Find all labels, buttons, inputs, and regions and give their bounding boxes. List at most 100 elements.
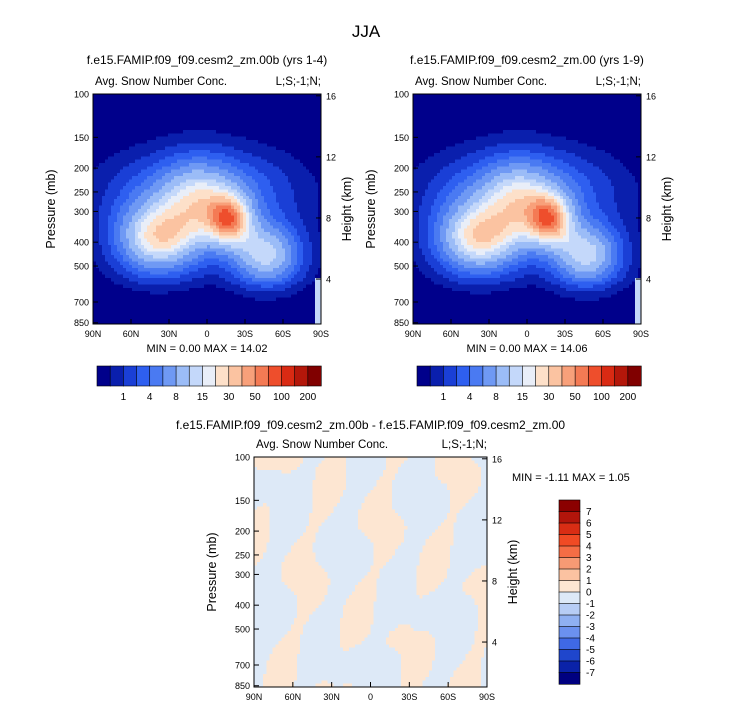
heatmap-cell [312, 202, 316, 207]
heatmap-cell [93, 268, 97, 272]
heatmap-cell [114, 202, 118, 207]
heatmap-cell [198, 287, 202, 292]
heatmap-cell [237, 291, 241, 295]
heatmap-cell [237, 159, 241, 164]
heatmap-cell [126, 202, 130, 207]
heatmap-cell [129, 281, 133, 285]
heatmap-cell [129, 294, 133, 299]
heatmap-cell [273, 159, 277, 164]
heatmap-cell [135, 258, 139, 262]
heatmap-cell [297, 133, 301, 138]
heatmap-cell [234, 274, 238, 279]
heatmap-cell [207, 251, 211, 256]
heatmap-cell [210, 163, 214, 167]
heatmap-cell [105, 202, 109, 207]
heatmap-cell [165, 169, 169, 174]
heatmap-cell [261, 228, 265, 233]
heatmap-cell [258, 120, 262, 124]
heatmap-cell [258, 186, 262, 190]
heatmap-cell [216, 281, 220, 285]
heatmap-cell [228, 130, 232, 134]
heatmap-cell [318, 163, 322, 167]
heatmap-cell [138, 94, 142, 98]
heatmap-cell [168, 130, 172, 134]
heatmap-cell [234, 117, 238, 121]
heatmap-cell [165, 271, 169, 276]
heatmap-cell [279, 232, 283, 236]
heatmap-cell [258, 100, 262, 105]
heatmap-cell [144, 189, 148, 193]
heatmap-cell [294, 169, 298, 174]
heatmap-cell [126, 146, 130, 151]
heatmap-cell [183, 261, 187, 266]
heatmap-cell [192, 238, 196, 243]
heatmap-cell [252, 225, 256, 230]
heatmap-cell [258, 281, 262, 285]
heatmap-cell [258, 209, 262, 213]
heatmap-cell [276, 189, 280, 193]
heatmap-cell [225, 205, 229, 210]
heatmap-cell [129, 238, 133, 243]
heatmap-cell [252, 117, 256, 121]
heatmap-cell [144, 218, 148, 223]
heatmap-cell [300, 94, 304, 98]
heatmap-cell [123, 202, 127, 207]
heatmap-cell [105, 179, 109, 184]
heatmap-cell [162, 241, 166, 246]
heatmap-cell [294, 156, 298, 161]
heatmap-cell [282, 284, 286, 289]
heatmap-cell [303, 232, 307, 236]
heatmap-cell [261, 136, 265, 141]
heatmap-cell [270, 107, 274, 111]
heatmap-cell [138, 159, 142, 164]
heatmap-cell [123, 251, 127, 256]
heatmap-cell [270, 205, 274, 210]
heatmap-cell [222, 268, 226, 272]
heatmap-cell [117, 169, 121, 174]
heatmap-cell [159, 287, 163, 292]
heatmap-cell [195, 110, 199, 115]
heatmap-cell [96, 153, 100, 157]
heatmap-cell [279, 195, 283, 200]
heatmap-cell [228, 225, 232, 230]
heatmap-cell [285, 205, 289, 210]
heatmap-cell [213, 130, 217, 134]
heatmap-cell [132, 140, 136, 144]
heatmap-cell [276, 140, 280, 144]
heatmap-cell [240, 110, 244, 115]
heatmap-cell [180, 166, 184, 170]
heatmap-cell [285, 212, 289, 216]
heatmap-cell [303, 222, 307, 226]
heatmap-cell [195, 284, 199, 289]
heatmap-cell [159, 248, 163, 253]
heatmap-cell [102, 274, 106, 279]
heatmap-cell [237, 215, 241, 220]
heatmap-cell [234, 199, 238, 203]
heatmap-cell [120, 274, 124, 279]
heatmap-cell [267, 241, 271, 246]
heatmap-cell [276, 261, 280, 266]
heatmap-cell [183, 291, 187, 295]
heatmap-cell [120, 113, 124, 118]
heatmap-cell [165, 258, 169, 262]
heatmap-cell [192, 126, 196, 131]
heatmap-cell [315, 284, 319, 289]
heatmap-cell [318, 192, 322, 197]
heatmap-cell [297, 140, 301, 144]
heatmap-cell [225, 278, 229, 282]
heatmap-cell [117, 103, 121, 108]
heatmap-cell [147, 264, 151, 269]
heatmap-cell [276, 97, 280, 101]
heatmap-cell [219, 100, 223, 105]
heatmap-cell [228, 284, 232, 289]
heatmap-cell [297, 179, 301, 184]
heatmap-cell [150, 297, 154, 302]
heatmap-cell [288, 192, 292, 197]
heatmap-cell [210, 235, 214, 239]
heatmap-cell [222, 235, 226, 239]
heatmap-cell [237, 176, 241, 180]
heatmap-cell [231, 287, 235, 292]
heatmap-cell [297, 291, 301, 295]
heatmap-cell [264, 120, 268, 124]
heatmap-cell [249, 278, 253, 282]
